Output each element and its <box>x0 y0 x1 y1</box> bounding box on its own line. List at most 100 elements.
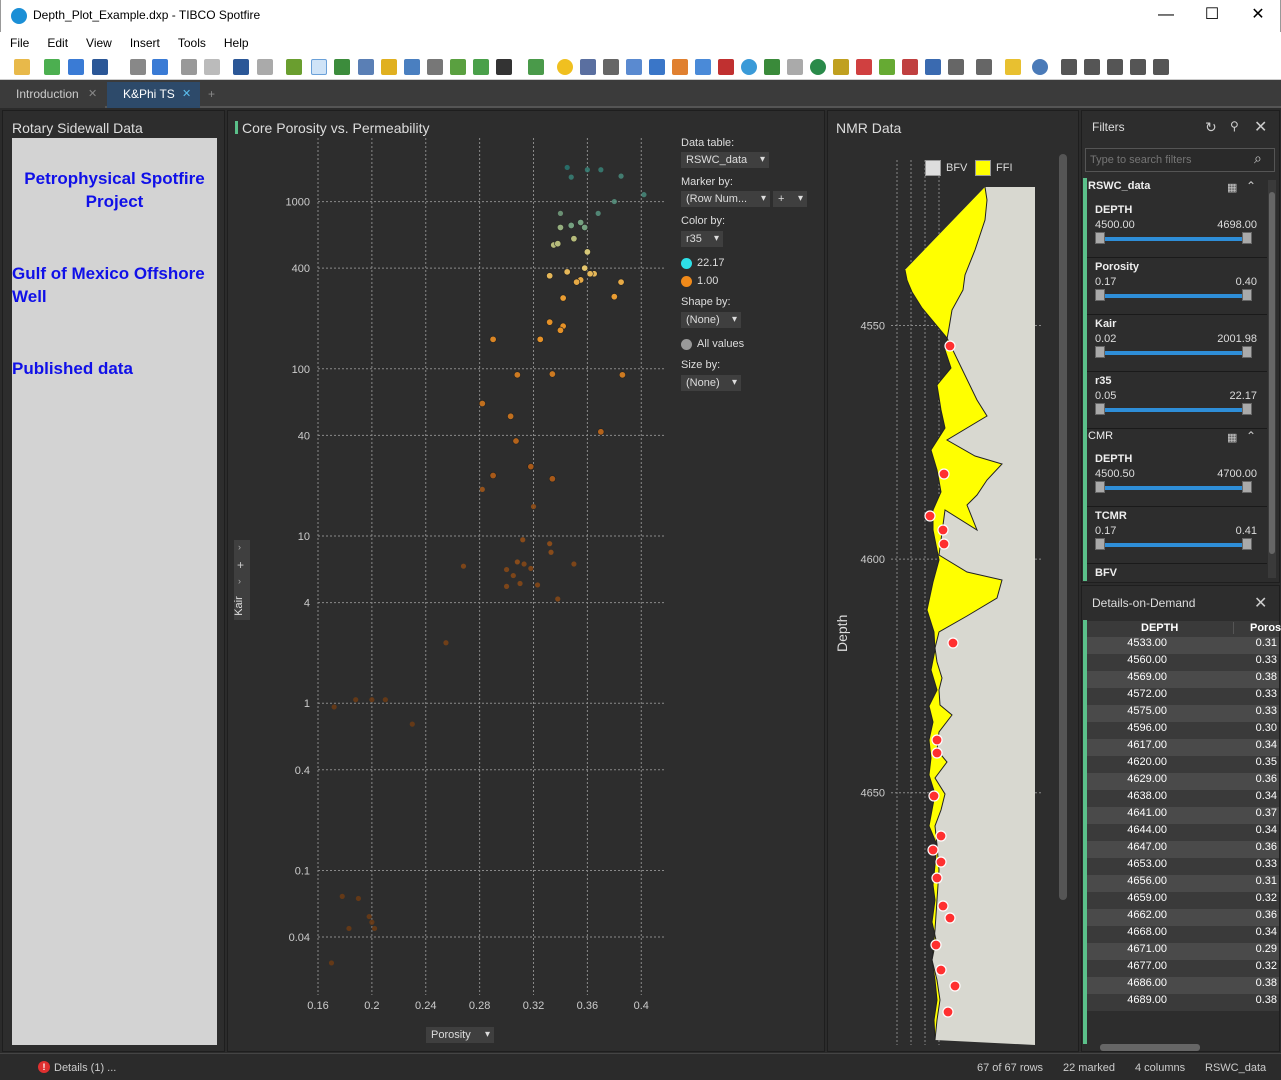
filter-slider-min-handle[interactable] <box>1095 403 1105 415</box>
filter-slider-min-handle[interactable] <box>1095 232 1105 244</box>
filter-slider-min-handle[interactable] <box>1095 289 1105 301</box>
scatter-point[interactable] <box>581 223 589 231</box>
scatter-point[interactable] <box>559 294 567 302</box>
dod-hscrollbar[interactable] <box>1100 1044 1200 1051</box>
details-link[interactable]: Details (1) ... <box>54 1062 117 1074</box>
dod-row[interactable]: 4533.00 0.31 <box>1087 637 1279 654</box>
scatter-point[interactable] <box>371 925 378 932</box>
dod-row[interactable]: 4689.00 0.38 <box>1087 994 1279 1011</box>
scatter-point[interactable] <box>610 293 618 301</box>
reset-filters-icon[interactable]: ↻ <box>1205 119 1217 135</box>
color-by-dropdown[interactable]: r35 <box>681 231 723 247</box>
filter-slider-track[interactable] <box>1099 294 1249 298</box>
filter-slider-max-handle[interactable] <box>1242 481 1252 493</box>
marker-by-dropdown[interactable]: (Row Num... <box>681 191 770 207</box>
maximize-visual-icon[interactable] <box>1153 59 1169 75</box>
scatter-point[interactable] <box>460 563 467 569</box>
add-data-icon[interactable] <box>44 59 60 75</box>
marked-sample-point[interactable] <box>937 524 949 536</box>
tab-introduction[interactable]: Introduction ✕ <box>0 82 105 108</box>
expand-icon[interactable]: › <box>238 542 241 552</box>
marked-sample-point[interactable] <box>928 790 940 802</box>
filter-slider-max-handle[interactable] <box>1242 289 1252 301</box>
dod-row[interactable]: 4620.00 0.35 <box>1087 756 1279 773</box>
scatter-point[interactable] <box>554 240 562 248</box>
marked-sample-point[interactable] <box>949 980 961 992</box>
scatter-point[interactable] <box>353 697 359 703</box>
treemap-icon[interactable] <box>833 59 849 75</box>
add-page-icon[interactable]: + <box>208 87 216 101</box>
export-icon[interactable] <box>152 59 168 75</box>
scatter-point[interactable] <box>534 582 541 588</box>
leaf-icon[interactable] <box>473 59 489 75</box>
filter-rswc-kair[interactable]: Kair 0.02 2001.98 <box>1087 316 1267 372</box>
scatter-point[interactable] <box>507 412 515 420</box>
scatter-point[interactable] <box>503 566 510 573</box>
scatter-point[interactable] <box>581 264 589 272</box>
scatter-point[interactable] <box>513 371 521 379</box>
dod-row[interactable]: 4641.00 0.37 <box>1087 807 1279 824</box>
scatter-point[interactable] <box>598 167 604 173</box>
layout-3-icon[interactable] <box>1107 59 1123 75</box>
marked-sample-point[interactable] <box>937 900 949 912</box>
marked-sample-point[interactable] <box>931 872 943 884</box>
close-window-button[interactable]: ✕ <box>1251 6 1265 23</box>
scatter-point[interactable] <box>369 697 375 703</box>
filter-slider-track[interactable] <box>1099 237 1249 241</box>
dod-row[interactable]: 4569.00 0.38 <box>1087 671 1279 688</box>
marked-sample-point[interactable] <box>931 747 943 759</box>
nmr-scrollbar[interactable] <box>1059 154 1067 900</box>
filter-table-icon[interactable]: ▦ <box>1227 432 1238 444</box>
nmr-depth-plot[interactable]: 4550 4600 4650 <box>827 110 1079 1052</box>
scatter-point[interactable] <box>611 198 617 205</box>
dod-row[interactable]: 4671.00 0.29 <box>1087 943 1279 960</box>
menu-file[interactable]: File <box>10 36 30 50</box>
scatter-point[interactable] <box>547 541 553 547</box>
marked-sample-point[interactable] <box>935 964 947 976</box>
scatter-point[interactable] <box>369 919 375 925</box>
filter-table-icon[interactable]: ▦ <box>1227 182 1238 194</box>
filter-search-input[interactable] <box>1085 148 1275 172</box>
redo-icon[interactable] <box>257 59 273 75</box>
scatter-point[interactable] <box>331 704 337 710</box>
table-icon[interactable] <box>580 59 596 75</box>
tag-icon[interactable] <box>381 59 397 75</box>
scatter-point[interactable] <box>556 223 564 231</box>
size-by-dropdown[interactable]: (None) <box>681 375 741 391</box>
scatter-point[interactable] <box>546 272 554 280</box>
scatter-point[interactable] <box>584 167 590 173</box>
close-tab-icon[interactable]: ✕ <box>88 88 98 100</box>
scatter-point[interactable] <box>517 580 523 587</box>
active-table[interactable]: RSWC_data <box>1205 1062 1267 1074</box>
scatter-plot[interactable]: 0.16 0.2 0.24 0.28 0.32 0.36 0.410004001004010… <box>227 110 825 1052</box>
y-axis-selector[interactable]: › + › Kair <box>233 540 250 620</box>
scatter-point[interactable] <box>328 960 335 966</box>
settings-icon[interactable] <box>1032 59 1048 75</box>
dod-row[interactable]: 4629.00 0.36 <box>1087 773 1279 790</box>
scatter-point[interactable] <box>536 335 544 343</box>
maximize-button[interactable]: ☐ <box>1204 6 1220 23</box>
dod-col-depth[interactable]: DEPTH <box>1141 622 1179 634</box>
scatter-point[interactable] <box>503 583 510 589</box>
layout-4-icon[interactable] <box>1130 59 1146 75</box>
undo-icon[interactable] <box>233 59 249 75</box>
scatter-point[interactable] <box>567 221 575 229</box>
menu-view[interactable]: View <box>86 36 112 50</box>
scatter-point[interactable] <box>617 278 625 286</box>
line-chart-2-icon[interactable] <box>695 59 711 75</box>
layout-2-icon[interactable] <box>1084 59 1100 75</box>
scatter-point[interactable] <box>339 893 345 899</box>
details-icon[interactable] <box>358 59 374 75</box>
scatter-point[interactable] <box>570 235 578 243</box>
scatter-point[interactable] <box>366 913 372 920</box>
filter-slider-min-handle[interactable] <box>1095 538 1105 550</box>
filter-cmr-bfv[interactable]: BFV <box>1087 565 1267 579</box>
dod-row[interactable]: 4617.00 0.34 <box>1087 739 1279 756</box>
scatter-point[interactable] <box>478 400 486 408</box>
marked-sample-point[interactable] <box>944 912 956 924</box>
scatter-point[interactable] <box>489 335 497 343</box>
scatter-point[interactable] <box>563 268 571 276</box>
marking-icon[interactable] <box>334 59 350 75</box>
reset-icon[interactable] <box>286 59 302 75</box>
scatter-point[interactable] <box>479 486 485 493</box>
